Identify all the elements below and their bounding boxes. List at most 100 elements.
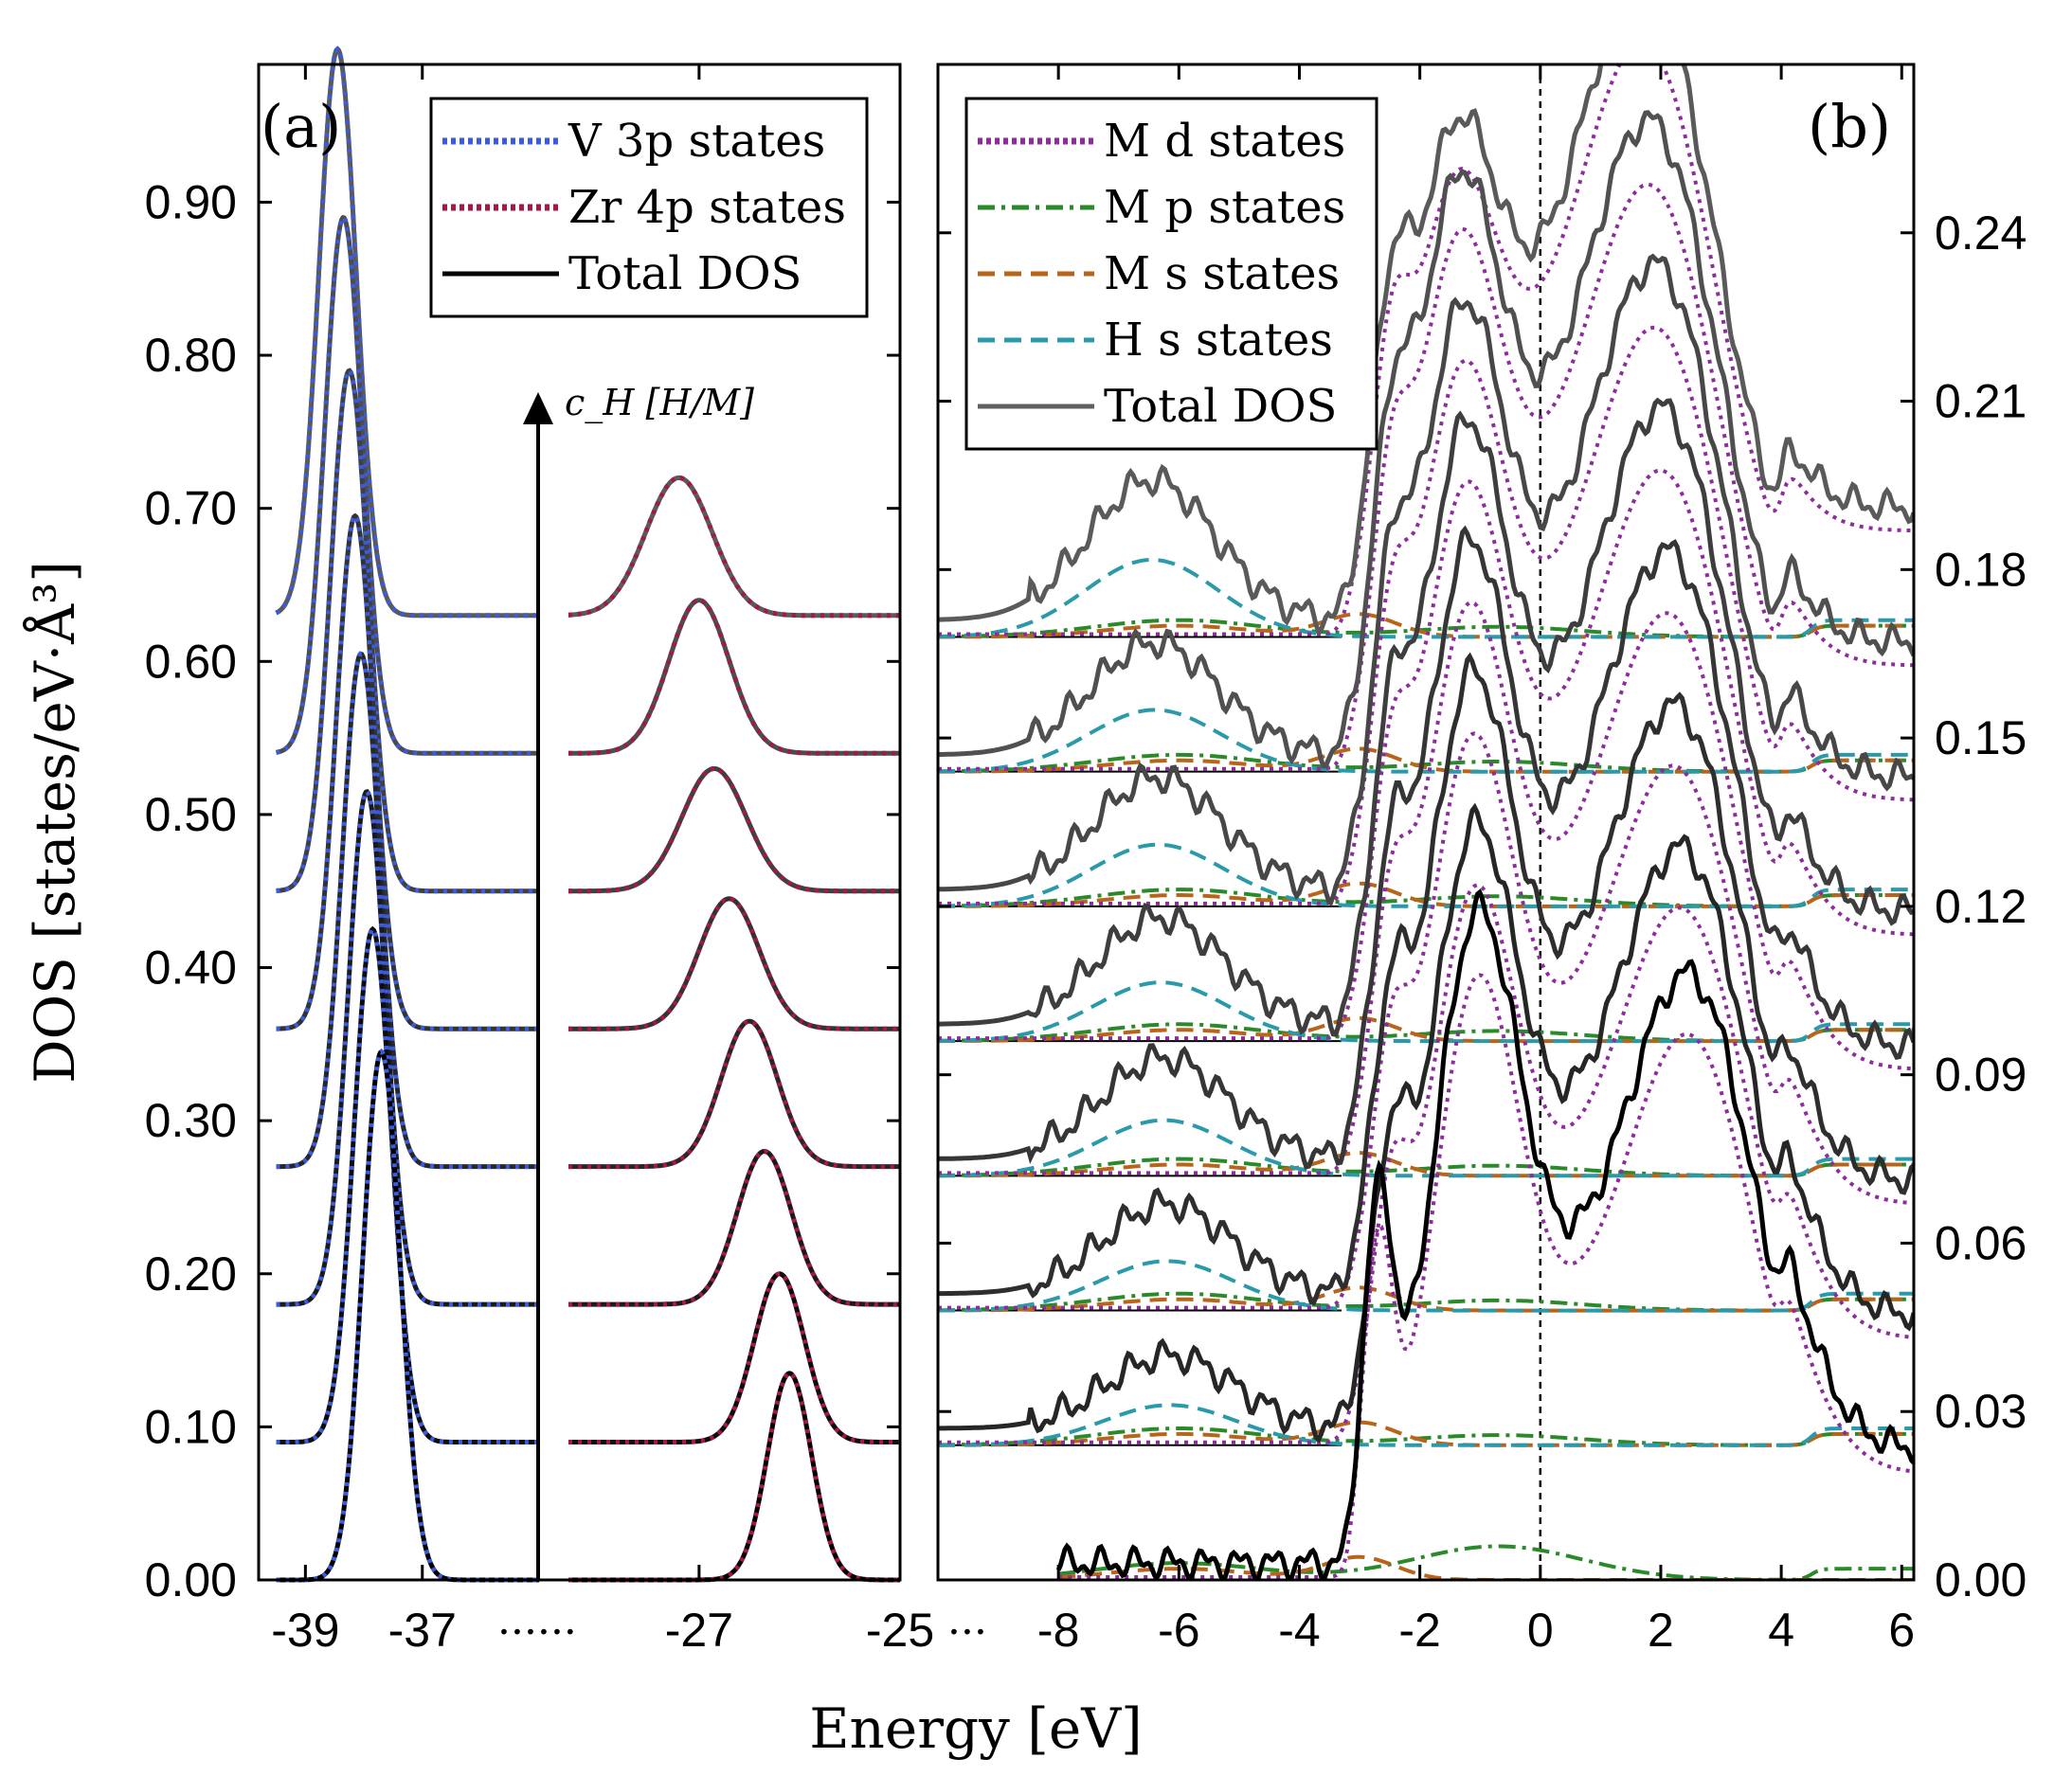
m-s-curve-3 <box>938 1151 1914 1178</box>
m-s-curve-1 <box>938 1420 1914 1447</box>
panel-b-x-tick-label-1: -6 <box>1158 1604 1199 1657</box>
h-s-curve-4 <box>938 980 1914 1044</box>
total-dos-a-zr-curve-1 <box>568 1271 900 1444</box>
zr4p-curve-2 <box>568 1148 900 1307</box>
total-dos-a-zr-curve-4 <box>568 896 900 1032</box>
panel-b-legend: M d states M p states M s states H s states… <box>964 97 1378 451</box>
legend-b-label-1: M p states <box>1104 181 1345 234</box>
m-d-curve-0 <box>1058 973 1914 1579</box>
m-d-curve-5 <box>938 325 1914 906</box>
concentration-arrow-head <box>523 392 553 424</box>
total-dos-b-curve-2 <box>938 652 1914 1306</box>
panel-a-y-tick-label-8: 0.80 <box>145 329 237 382</box>
v3p-curve-3 <box>276 651 540 1170</box>
panel-a-y-tick-label-1: 0.10 <box>145 1400 237 1453</box>
x-axis-title: Energy [eV] <box>809 1696 1143 1761</box>
zr4p-curve-4 <box>568 896 900 1032</box>
v3p-curve-2 <box>276 788 540 1307</box>
panel-a-legend: V 3p states Zr 4p states Total DOS <box>429 97 869 318</box>
panel-b-label: (b) <box>1808 92 1891 161</box>
m-p-curve-4 <box>938 1022 1914 1044</box>
panel-b-plot-area <box>938 64 1914 1580</box>
m-d-curve-6 <box>938 182 1914 771</box>
panel-b-curves <box>938 64 1914 1580</box>
legend-b-label-2: M s states <box>1104 247 1340 300</box>
legend-a-label-1: Zr 4p states <box>568 181 846 234</box>
legend-a-label-0: V 3p states <box>568 115 825 168</box>
panel-b-x-tick-label-7: 6 <box>1888 1604 1915 1657</box>
panel-b-ticks: 0.00 0.03 0.06 0.09 0.12 0.15 0.18 0.21 0.24 -8 -6… <box>938 64 2027 1657</box>
m-p-curve-7 <box>938 618 1914 639</box>
axis-break-dots-b: ··· <box>947 1608 987 1657</box>
panel-a-y-tick-label-6: 0.60 <box>145 635 237 688</box>
m-s-curve-6 <box>938 746 1914 774</box>
v3p-curve-4 <box>276 512 540 1032</box>
panel-a-plot-area <box>275 45 900 1583</box>
m-p-curve-1 <box>938 1426 1914 1447</box>
total-dos-a-v-curve-2 <box>276 788 540 1307</box>
total-dos-a-v-curve-3 <box>276 651 540 1170</box>
panel-b-y-tick-label-6: 0.18 <box>1935 543 2027 596</box>
m-d-curve-4 <box>938 468 1914 1041</box>
concentration-annotation: c_H [H/M] <box>565 382 754 424</box>
panel-a-x-tick-label-2: -27 <box>665 1604 733 1657</box>
panel-a-x-tick-label-1: -37 <box>388 1604 457 1657</box>
m-p-curve-2 <box>938 1291 1914 1313</box>
panel-b-y-tick-label-4: 0.12 <box>1935 880 2027 933</box>
total-dos-a-zr-curve-3 <box>568 1018 900 1170</box>
m-p-curve-3 <box>938 1157 1914 1178</box>
h-s-curve-2 <box>938 1259 1914 1313</box>
panel-b-y-tick-label-3: 0.09 <box>1935 1049 2027 1102</box>
total-dos-a-zr-curve-2 <box>568 1148 900 1307</box>
legend-b-label-4: Total DOS <box>1104 380 1337 433</box>
concentration-annotation-main: c_H [H/M] <box>565 382 754 424</box>
h-s-curve-3 <box>938 1118 1914 1178</box>
m-d-curve-7 <box>938 64 1914 637</box>
panel-b-frame <box>936 63 1916 1582</box>
panel-b-y-tick-label-7: 0.21 <box>1935 375 2027 428</box>
panel-a-y-tick-label-9: 0.90 <box>145 175 237 228</box>
panel-a-ticks: 0.00 0.10 0.20 0.30 0.40 0.50 0.60 0.70 0.80 0.90… <box>145 64 934 1657</box>
panel-b-y-tick-label-8: 0.24 <box>1935 206 2027 260</box>
panel-b-x-tick-label-5: 2 <box>1648 1604 1674 1657</box>
total-dos-b-curve-6 <box>938 110 1914 769</box>
legend-b-label-3: H s states <box>1104 314 1333 367</box>
panel-a-label: (a) <box>261 92 341 161</box>
m-p-curve-6 <box>938 752 1914 774</box>
zr4p-curve-3 <box>568 1018 900 1170</box>
zr4p-curve-6 <box>568 598 900 756</box>
v3p-curve-6 <box>276 214 540 756</box>
m-d-curve-2 <box>938 731 1914 1310</box>
v3p-curve-5 <box>276 368 540 894</box>
panel-b-x-tick-label-2: -4 <box>1278 1604 1320 1657</box>
panel-b-y-tick-label-0: 0.00 <box>1935 1553 2027 1606</box>
panel-a-y-tick-label-4: 0.40 <box>145 942 237 995</box>
panel-a-y-tick-label-3: 0.30 <box>145 1094 237 1147</box>
m-s-curve-2 <box>938 1285 1914 1313</box>
total-dos-b-curve-7 <box>938 64 1914 635</box>
panel-a-y-tick-label-7: 0.70 <box>145 482 237 535</box>
panel-b-y-tick-label-2: 0.06 <box>1935 1216 2027 1269</box>
h-s-curve-1 <box>938 1403 1914 1447</box>
legend-b-label-0: M d states <box>1104 115 1345 168</box>
total-dos-b-curve-5 <box>938 253 1914 907</box>
m-s-curve-7 <box>938 612 1914 639</box>
m-s-curve-4 <box>938 1015 1914 1044</box>
m-d-curve-3 <box>938 600 1914 1175</box>
panel-a-frame <box>257 63 902 1582</box>
panel-b-x-tick-label-6: 4 <box>1768 1604 1794 1657</box>
zr4p-curve-7 <box>568 475 900 619</box>
zr4p-curve-1 <box>568 1271 900 1444</box>
axis-break-dots-a: ······ <box>497 1608 577 1657</box>
y-axis-title: DOS [states/eV·Å³] <box>23 561 87 1084</box>
total-dos-b-curve-4 <box>938 397 1914 1038</box>
zr4p-curve-5 <box>568 766 900 894</box>
total-dos-b-curve-0 <box>1055 888 1914 1580</box>
concentration-arrow: c_H [H/M] <box>523 382 754 1580</box>
panel-a-x-tick-label-3: -25 <box>866 1604 934 1657</box>
m-d-curve-1 <box>938 883 1914 1444</box>
total-dos-a-v-curve-5 <box>276 368 540 894</box>
total-dos-b-curve-3 <box>938 525 1914 1170</box>
panel-b-x-tick-label-4: 0 <box>1527 1604 1554 1657</box>
panel-b-y-tick-label-5: 0.15 <box>1935 711 2027 764</box>
